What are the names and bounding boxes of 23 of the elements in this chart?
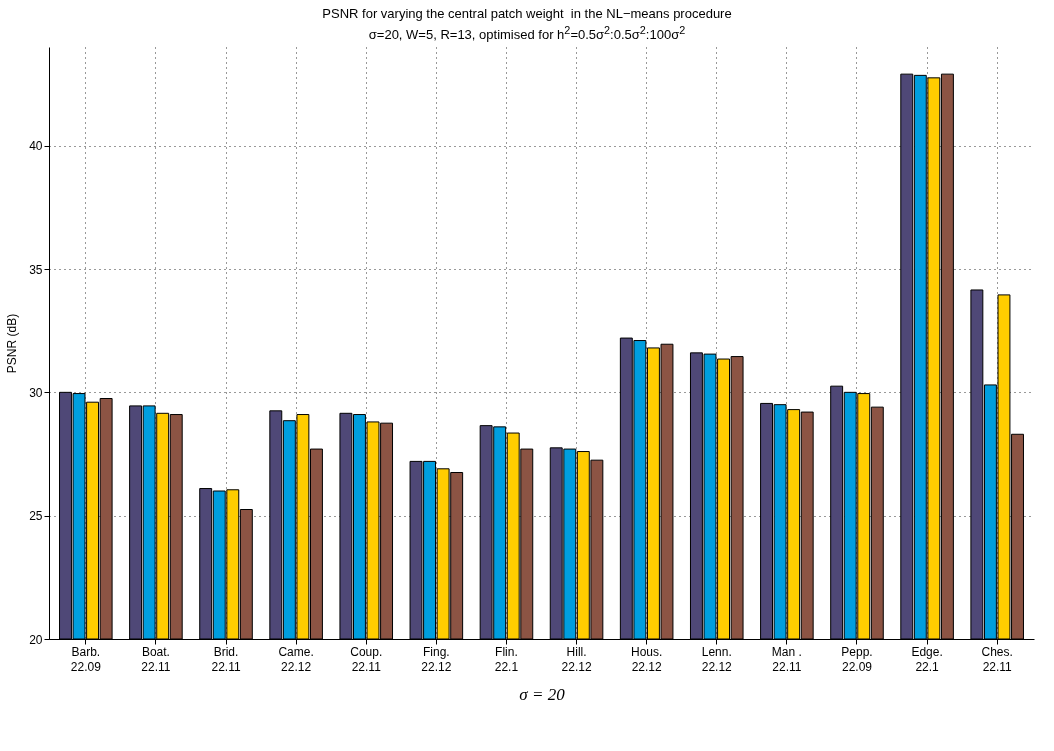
x-tick-label: Fing. 22.12 [421,644,452,674]
x-tick-label: Boat. 22.11 [141,644,171,674]
x-tick-label: Edge. 22.1 [911,644,943,674]
y-tick-label: 40 [29,139,43,154]
x-axis-title: σ = 20 [519,684,566,704]
x-tick-label: Barb. 22.09 [70,644,102,674]
y-tick-label: 25 [29,509,43,524]
x-tick-label: Lenn. 22.12 [701,644,733,674]
x-tick-label: Flin. 22.1 [494,644,519,674]
y-tick-label: 20 [29,632,43,647]
y-tick-label: 30 [29,386,43,401]
x-tick-label: Brid. 22.11 [211,644,241,674]
x-tick-label: Came. 22.12 [278,644,314,674]
x-tick-label: Pepp. 22.09 [841,644,873,674]
x-tick-label: Ches. 22.11 [981,644,1013,674]
x-tick-label: Coup. 22.11 [350,644,383,674]
chart-subtitle: σ=20, W=5, R=13, optimised for h$^{2}$=0.5σ$^{2}$:0.5σ$^{2}$:100σ$^{2}$ [367,23,687,44]
x-tick-label: Hill. 22.12 [561,644,592,674]
x-tick-label: Man . 22.11 [771,644,802,674]
chart-title: PSNR for varying the central patch weight in the NL−means procedure [321,6,733,22]
y-tick-label: 35 [29,262,43,277]
y-axis-title: PSNR (dB) [5,314,20,374]
x-tick-label: Hous. 22.12 [630,644,663,674]
